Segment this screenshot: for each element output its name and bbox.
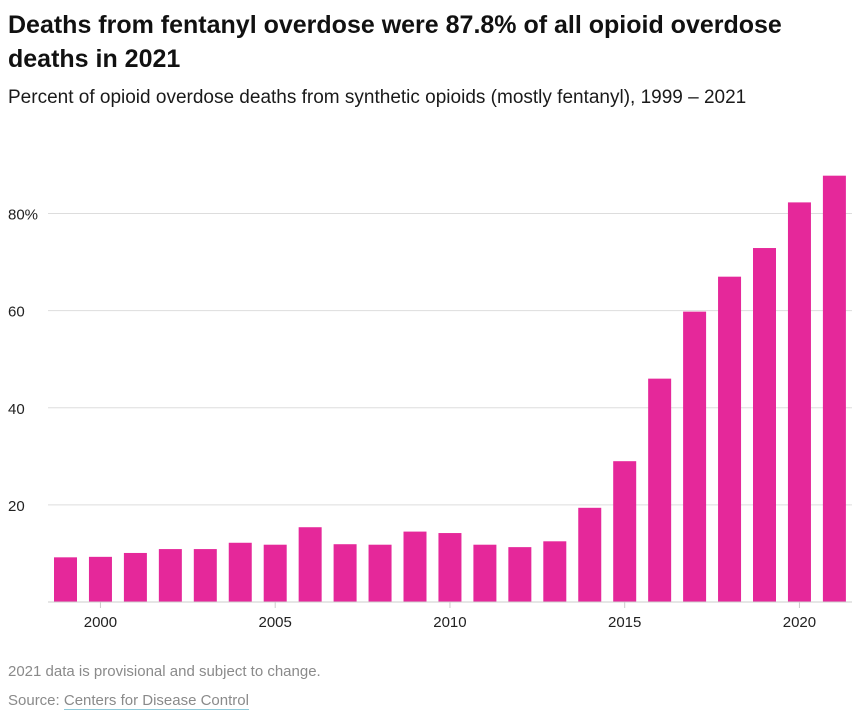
bar-2006 <box>298 527 322 602</box>
bar-2018 <box>718 276 742 602</box>
bar-2003 <box>193 549 217 602</box>
x-tick-label: 2005 <box>259 614 292 631</box>
gridlines <box>48 213 852 506</box>
bar-2019 <box>753 248 776 602</box>
bar-2021 <box>822 175 846 602</box>
bar-2020 <box>787 202 811 603</box>
y-tick-label: 20 <box>8 498 25 515</box>
bar-2011 <box>473 544 497 602</box>
source-label: Source: <box>8 692 60 709</box>
y-tick-label: 80% <box>8 207 38 224</box>
bars <box>54 175 846 603</box>
bar-2013 <box>543 541 567 602</box>
footnote: 2021 data is provisional and subject to … <box>8 663 321 680</box>
chart-subtitle: Percent of opioid overdose deaths from s… <box>8 87 747 108</box>
x-tick-label: 2000 <box>84 614 117 631</box>
x-tick-label: 2015 <box>608 614 641 631</box>
bar-2004 <box>228 542 252 602</box>
bar-2015 <box>613 461 637 602</box>
bar-2014 <box>578 507 602 602</box>
x-axis-ticks: 2000 2005 2010 2015 2020 <box>84 602 816 631</box>
source-link[interactable]: Centers for Disease Control <box>63 692 249 710</box>
bar-2017 <box>683 311 707 602</box>
x-tick-label: 2020 <box>783 614 816 631</box>
chart-title: Deaths from fentanyl overdose were 87.8%… <box>8 11 782 73</box>
bar-2002 <box>158 549 182 602</box>
bar-2005 <box>263 544 287 602</box>
y-tick-label: 40 <box>8 401 25 418</box>
bar-2009 <box>403 531 427 602</box>
source-line: Source: Centers for Disease Control <box>8 692 249 710</box>
x-tick-label: 2010 <box>433 614 466 631</box>
bar-2012 <box>508 547 532 602</box>
bar-2007 <box>333 544 357 602</box>
bar-2016 <box>648 378 672 602</box>
y-tick-label: 60 <box>8 304 25 321</box>
bar-2001 <box>123 552 147 602</box>
y-axis-ticks: 20 40 60 80% <box>8 207 38 515</box>
bar-2000 <box>88 556 112 602</box>
bar-2008 <box>368 544 392 602</box>
bar-2010 <box>438 533 462 602</box>
bar-1999 <box>54 557 77 602</box>
